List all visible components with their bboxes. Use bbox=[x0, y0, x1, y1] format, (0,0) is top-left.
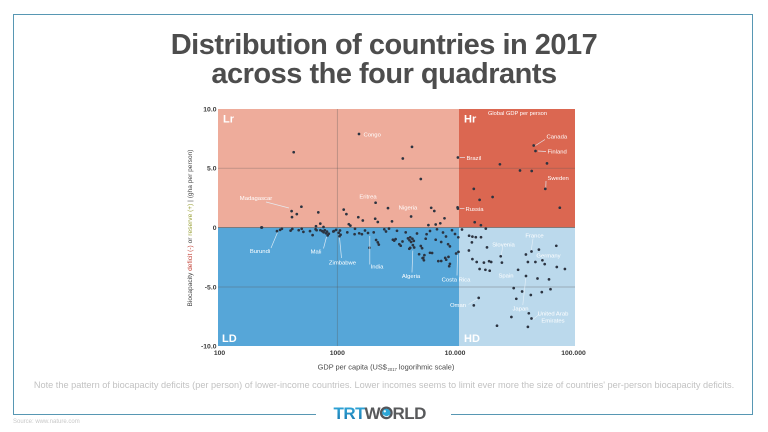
svg-text:Madagascar: Madagascar bbox=[240, 196, 272, 202]
svg-text:1000: 1000 bbox=[330, 350, 345, 357]
svg-text:Russia: Russia bbox=[466, 207, 485, 213]
svg-text:Finland: Finland bbox=[548, 150, 567, 156]
svg-text:-5.0: -5.0 bbox=[205, 285, 217, 292]
svg-text:Spain: Spain bbox=[498, 274, 513, 280]
svg-text:Sweden: Sweden bbox=[548, 176, 569, 182]
svg-text:10.0: 10.0 bbox=[203, 107, 216, 114]
svg-text:TRT: TRT bbox=[334, 404, 367, 423]
svg-text:Japan: Japan bbox=[512, 307, 528, 313]
svg-text:United Arab: United Arab bbox=[538, 312, 570, 318]
svg-text:HD: HD bbox=[464, 333, 480, 345]
svg-text:Global GDP per person: Global GDP per person bbox=[488, 111, 547, 117]
svg-text:W: W bbox=[365, 404, 382, 423]
svg-text:0: 0 bbox=[213, 225, 217, 232]
svg-text:10.000: 10.000 bbox=[445, 350, 466, 357]
svg-text:100.000: 100.000 bbox=[561, 350, 586, 357]
svg-text:Brazil: Brazil bbox=[467, 156, 482, 162]
svg-text:Slovenia: Slovenia bbox=[492, 243, 515, 249]
svg-text:Biocapacity deficit (-) or res: Biocapacity deficit (-) or reserve (+) |… bbox=[187, 150, 194, 307]
svg-text:Emirates: Emirates bbox=[541, 319, 564, 325]
svg-text:Mali: Mali bbox=[311, 250, 322, 256]
svg-text:Lr: Lr bbox=[223, 114, 235, 126]
svg-text:GDP per capita (US$ 2017 logor: GDP per capita (US$ 2017 logorihmic scal… bbox=[318, 363, 455, 373]
svg-text:Eritrea: Eritrea bbox=[359, 195, 377, 201]
svg-text:Costa Rica: Costa Rica bbox=[442, 278, 472, 284]
svg-text:LD: LD bbox=[222, 333, 237, 345]
svg-text:5.0: 5.0 bbox=[207, 166, 217, 173]
svg-text:Nigeria: Nigeria bbox=[399, 206, 418, 212]
svg-text:India: India bbox=[371, 265, 384, 271]
svg-text:Germany: Germany bbox=[536, 254, 560, 260]
svg-text:Canada: Canada bbox=[547, 135, 568, 141]
svg-text:Algeria: Algeria bbox=[402, 274, 421, 280]
svg-text:100: 100 bbox=[214, 350, 226, 357]
svg-text:Congo: Congo bbox=[364, 133, 382, 139]
svg-text:Hr: Hr bbox=[464, 114, 477, 126]
svg-text:RLD: RLD bbox=[393, 404, 427, 423]
svg-text:Zimbabwe: Zimbabwe bbox=[329, 261, 357, 267]
svg-text:Oman: Oman bbox=[450, 303, 466, 309]
svg-text:France: France bbox=[525, 234, 544, 240]
svg-text:-10.0: -10.0 bbox=[201, 344, 217, 351]
svg-text:Burundi: Burundi bbox=[250, 249, 270, 255]
